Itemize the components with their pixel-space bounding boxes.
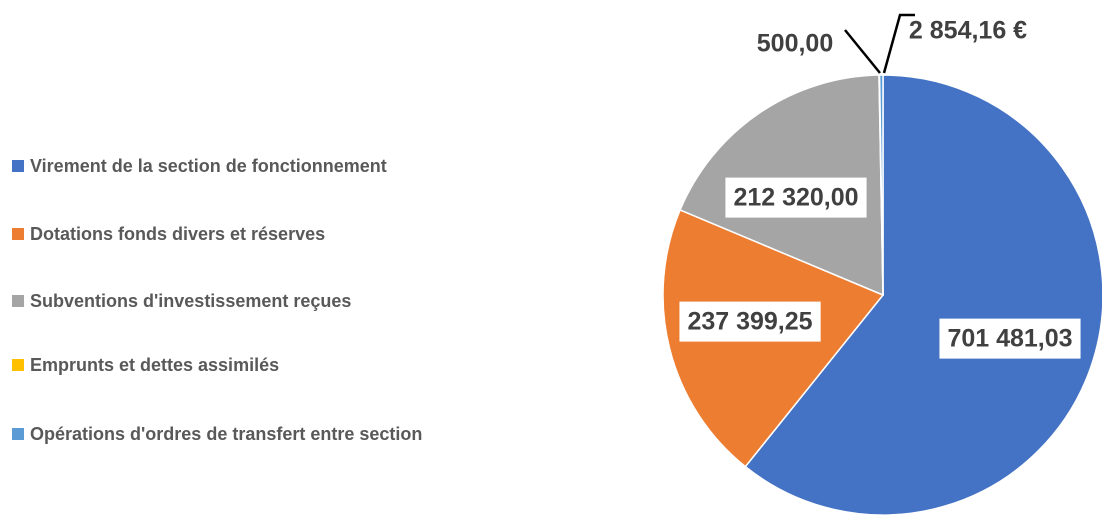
legend-swatch bbox=[12, 228, 24, 240]
legend-text: Dotations fonds divers et réserves bbox=[30, 224, 326, 244]
data-label-text: 701 481,03 bbox=[947, 325, 1072, 353]
legend-entry: Virement de la section de fonctionnement bbox=[12, 154, 492, 178]
legend-swatch bbox=[12, 295, 24, 307]
legend-entry: Emprunts et dettes assimilés bbox=[12, 353, 492, 377]
legend-swatch bbox=[12, 428, 24, 440]
leader-line bbox=[882, 13, 915, 74]
legend-text: Opérations d'ordres de transfert entre s… bbox=[30, 424, 423, 444]
pie-slice bbox=[744, 74, 1102, 515]
data-label: 237 399,25 bbox=[679, 301, 821, 342]
data-label: 2 854,16 € bbox=[909, 17, 1027, 45]
legend-swatch bbox=[12, 160, 24, 172]
data-label: 212 320,00 bbox=[725, 177, 867, 218]
data-label: 701 481,03 bbox=[939, 318, 1081, 359]
data-label: 500,00 bbox=[757, 30, 833, 58]
data-label-text: 237 399,25 bbox=[687, 308, 812, 336]
label-box bbox=[725, 177, 867, 218]
leader-line bbox=[844, 29, 881, 74]
pie-slice bbox=[878, 74, 884, 296]
legend-entry: Opérations d'ordres de transfert entre s… bbox=[12, 422, 492, 446]
legend-text: Emprunts et dettes assimilés bbox=[30, 355, 280, 375]
data-label-text: 2 854,16 € bbox=[909, 17, 1027, 45]
legend-entry: Dotations fonds divers et réserves bbox=[12, 222, 492, 246]
legend-entry: Subventions d'investissement reçues bbox=[12, 289, 492, 313]
legend-swatch bbox=[12, 359, 24, 371]
data-label-text: 500,00 bbox=[757, 30, 833, 58]
label-box bbox=[679, 301, 821, 342]
label-box bbox=[939, 318, 1081, 359]
legend-text: Virement de la section de fonctionnement bbox=[30, 156, 387, 176]
legend-text: Subventions d'investissement reçues bbox=[30, 291, 352, 311]
data-label-text: 212 320,00 bbox=[733, 184, 858, 212]
